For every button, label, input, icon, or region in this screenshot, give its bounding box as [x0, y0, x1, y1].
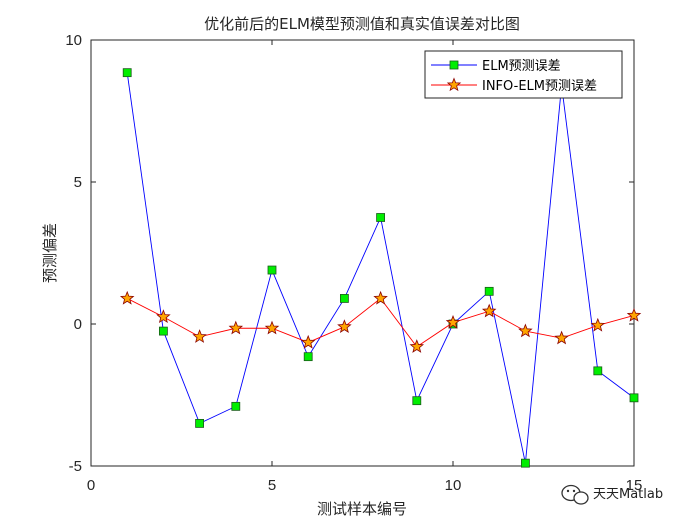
data-point — [445, 314, 461, 329]
y-tick-label: -5 — [69, 458, 82, 475]
data-point — [554, 330, 569, 345]
x-tick-label: 10 — [445, 477, 462, 494]
wechat-icon — [561, 484, 589, 505]
legend-label: ELM预测误差 — [482, 59, 561, 74]
y-tick-label: 10 — [65, 32, 82, 49]
legend-label: INFO-ELM预测误差 — [482, 79, 597, 94]
watermark: 天天Matlab — [561, 484, 663, 505]
x-tick-label: 0 — [87, 477, 95, 494]
legend-marker — [446, 77, 462, 92]
x-tick-label: 15 — [626, 477, 643, 494]
data-point — [521, 458, 530, 468]
legend: ELM预测误差 INFO-ELM预测误差 — [424, 50, 623, 99]
plot-area — [90, 39, 635, 467]
data-point — [337, 319, 352, 333]
data-point — [376, 213, 386, 222]
x-axis-label: 测试样本编号 — [317, 500, 407, 518]
data-point — [228, 320, 244, 335]
legend-marker — [449, 60, 459, 70]
data-point — [195, 418, 205, 428]
axis-ticks: 0 5 10 15 -5 0 5 10 — [65, 32, 642, 494]
data-point — [518, 323, 533, 338]
data-point — [264, 320, 280, 335]
data-point — [158, 326, 168, 336]
watermark-text: 天天Matlab — [593, 487, 663, 502]
y-tick-label: 5 — [74, 174, 82, 191]
data-point — [412, 396, 422, 406]
data-point — [192, 329, 207, 343]
data-point — [373, 290, 388, 305]
data-point — [267, 265, 277, 275]
data-point — [590, 317, 606, 332]
chart-title: 优化前后的ELM模型预测值和真实值误差对比图 — [204, 15, 520, 33]
data-point — [339, 294, 349, 303]
data-point — [300, 334, 316, 349]
data-point — [481, 303, 497, 318]
data-point — [119, 290, 135, 305]
data-point — [593, 366, 603, 376]
data-point — [409, 339, 425, 353]
data-point — [303, 352, 313, 362]
data-point — [484, 286, 494, 296]
series-layer — [119, 68, 642, 468]
data-point — [626, 307, 642, 322]
data-point — [629, 393, 639, 403]
data-point — [156, 309, 171, 324]
y-axis-label: 预测偏差 — [41, 223, 59, 283]
series-2 — [119, 290, 642, 353]
data-point — [122, 68, 132, 78]
y-tick-label: 0 — [74, 316, 82, 333]
data-point — [231, 401, 241, 411]
x-tick-label: 5 — [268, 477, 276, 494]
